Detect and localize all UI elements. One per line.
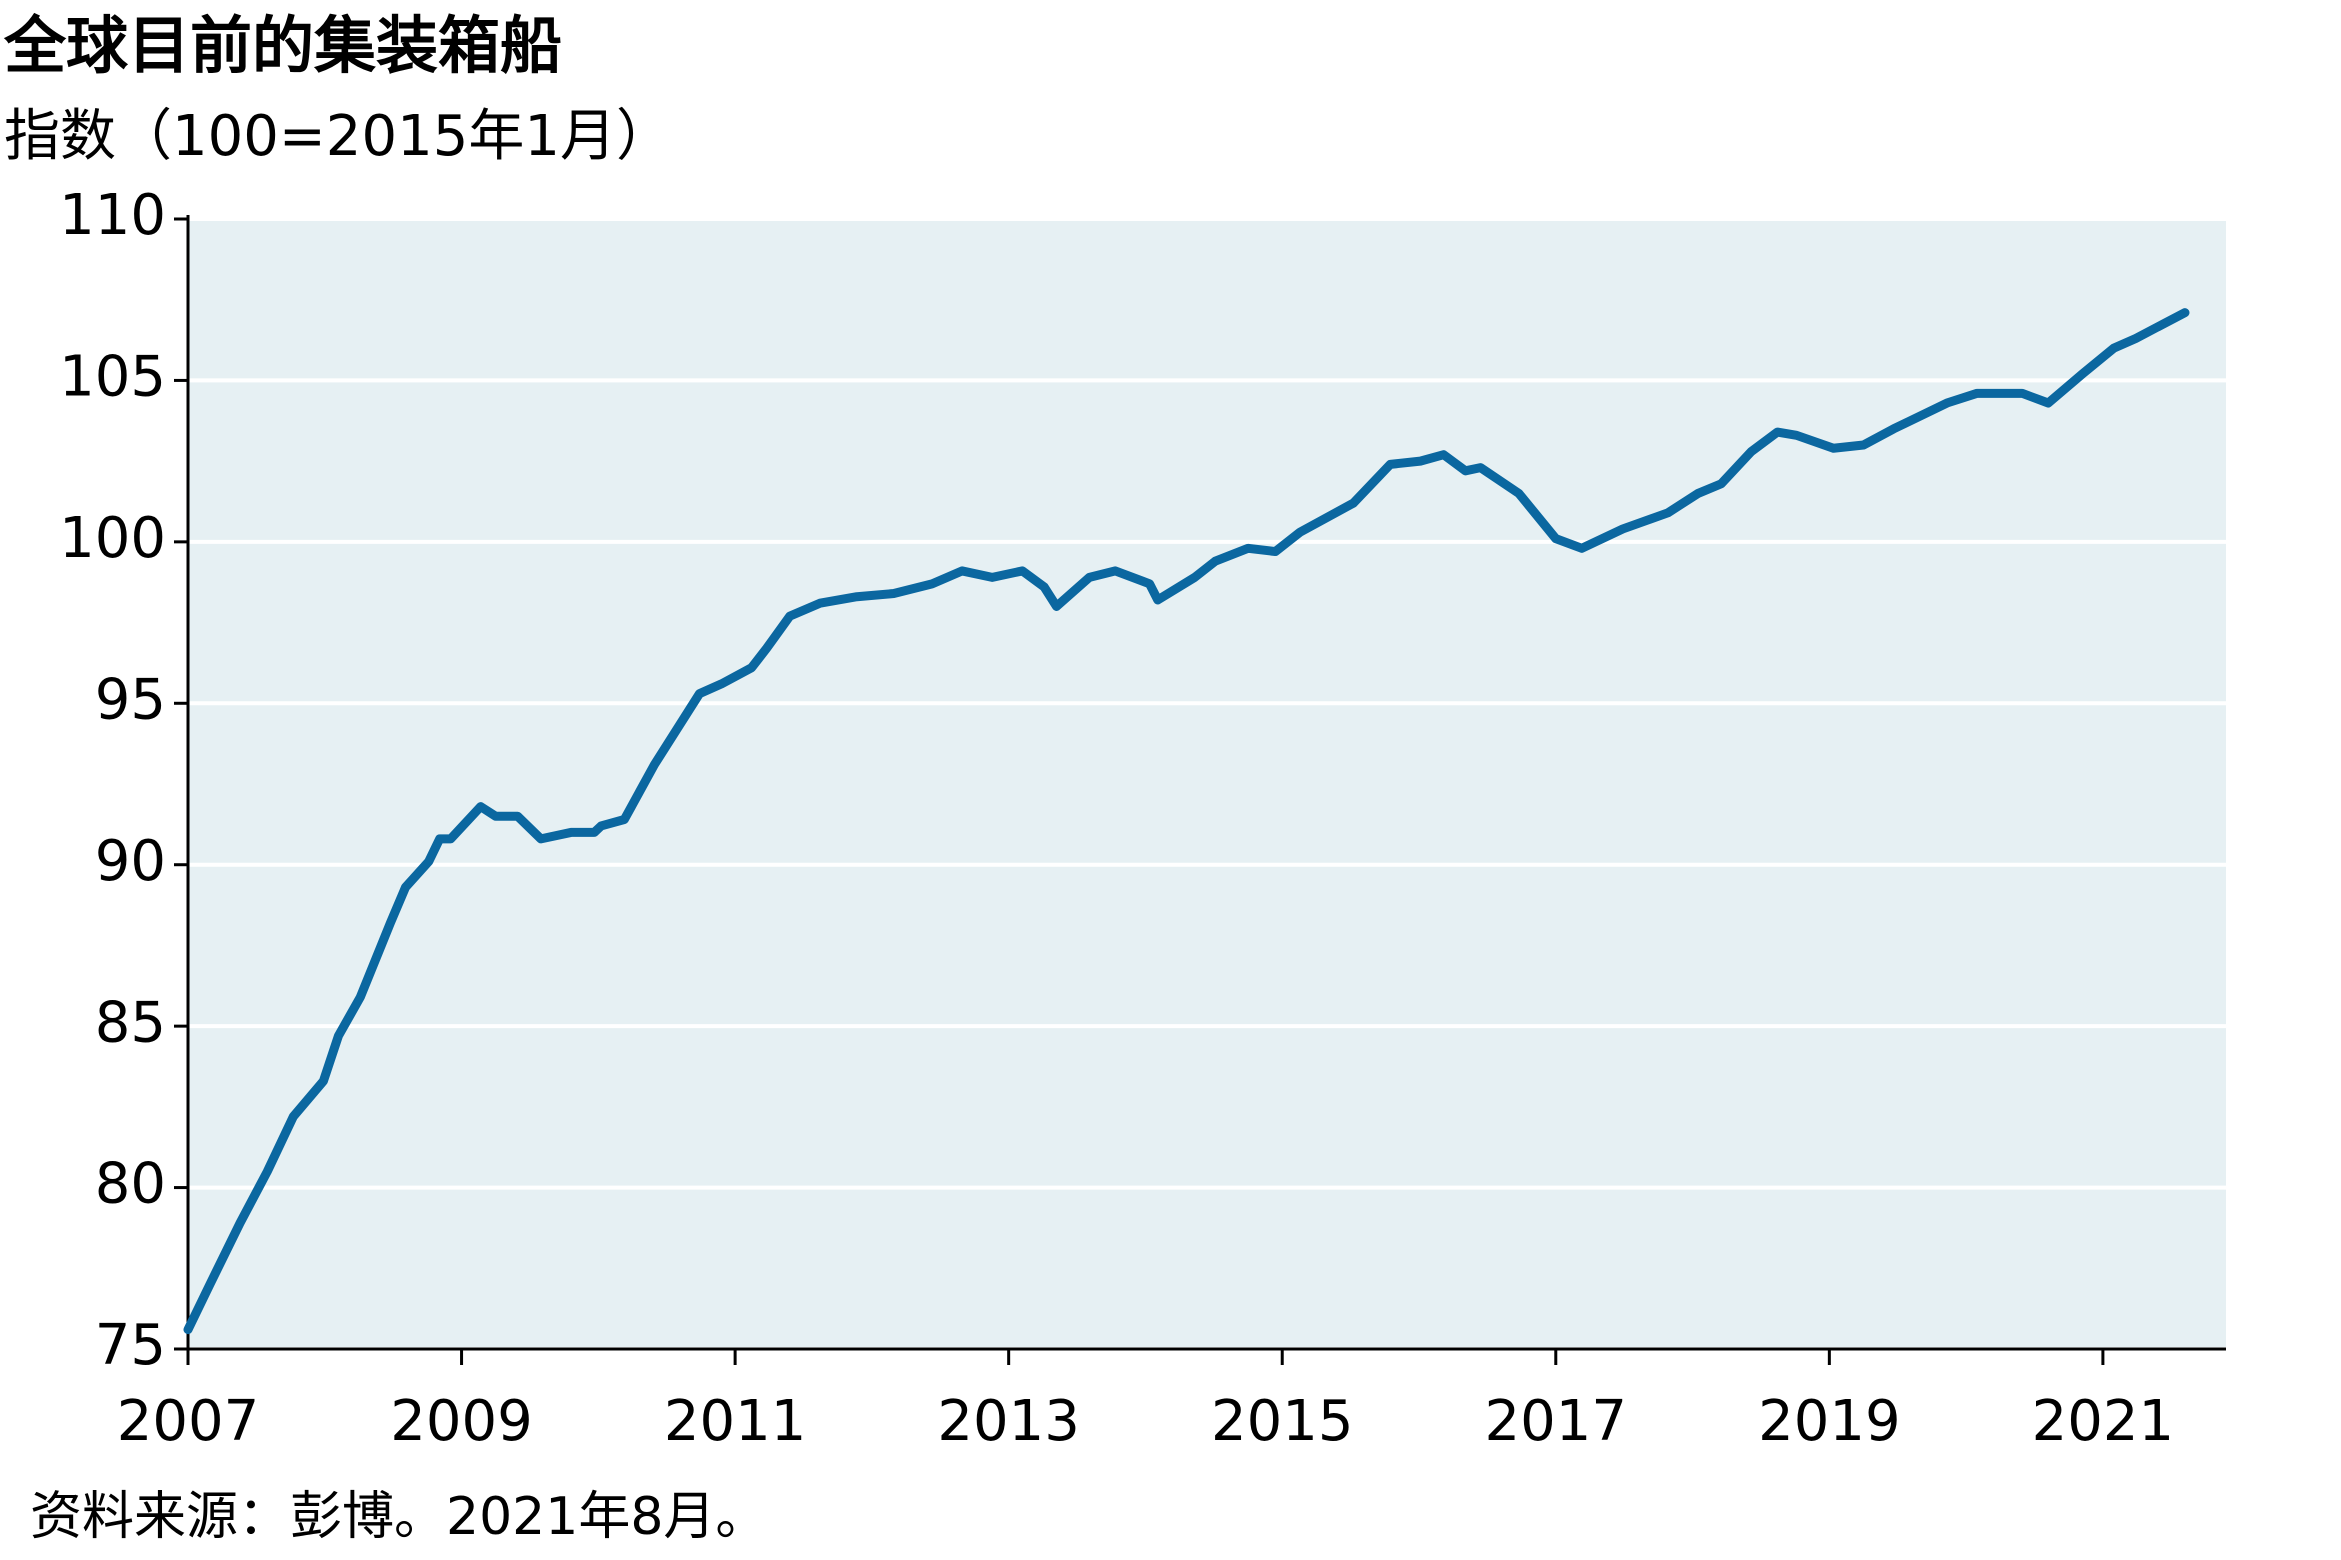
y-tick-label: 80 bbox=[95, 1152, 166, 1217]
x-tick-label: 2013 bbox=[937, 1389, 1080, 1454]
y-tick-label: 85 bbox=[95, 990, 166, 1055]
y-tick-label: 75 bbox=[95, 1313, 166, 1378]
x-tick-label: 2009 bbox=[390, 1389, 533, 1454]
x-tick-label: 2007 bbox=[117, 1389, 260, 1454]
chart-title: 全球目前的集装箱船 bbox=[3, 9, 562, 82]
x-tick-label: 2017 bbox=[1485, 1389, 1628, 1454]
source-note: 资料来源：彭博。2021年8月。 bbox=[30, 1487, 767, 1547]
plot-background bbox=[188, 219, 2226, 1349]
y-tick-label: 110 bbox=[59, 183, 166, 248]
y-tick-label: 90 bbox=[95, 829, 166, 894]
x-tick-label: 2015 bbox=[1211, 1389, 1354, 1454]
x-tick-label: 2011 bbox=[664, 1389, 807, 1454]
x-tick-label: 2019 bbox=[1758, 1389, 1901, 1454]
x-tick-label: 2021 bbox=[2032, 1389, 2175, 1454]
y-tick-label: 95 bbox=[95, 667, 166, 732]
y-tick-label: 105 bbox=[59, 345, 166, 410]
data-line bbox=[183, 308, 2190, 1335]
y-tick-label: 100 bbox=[59, 506, 166, 571]
chart-subtitle: 指数（100=2015年1月） bbox=[4, 104, 672, 169]
